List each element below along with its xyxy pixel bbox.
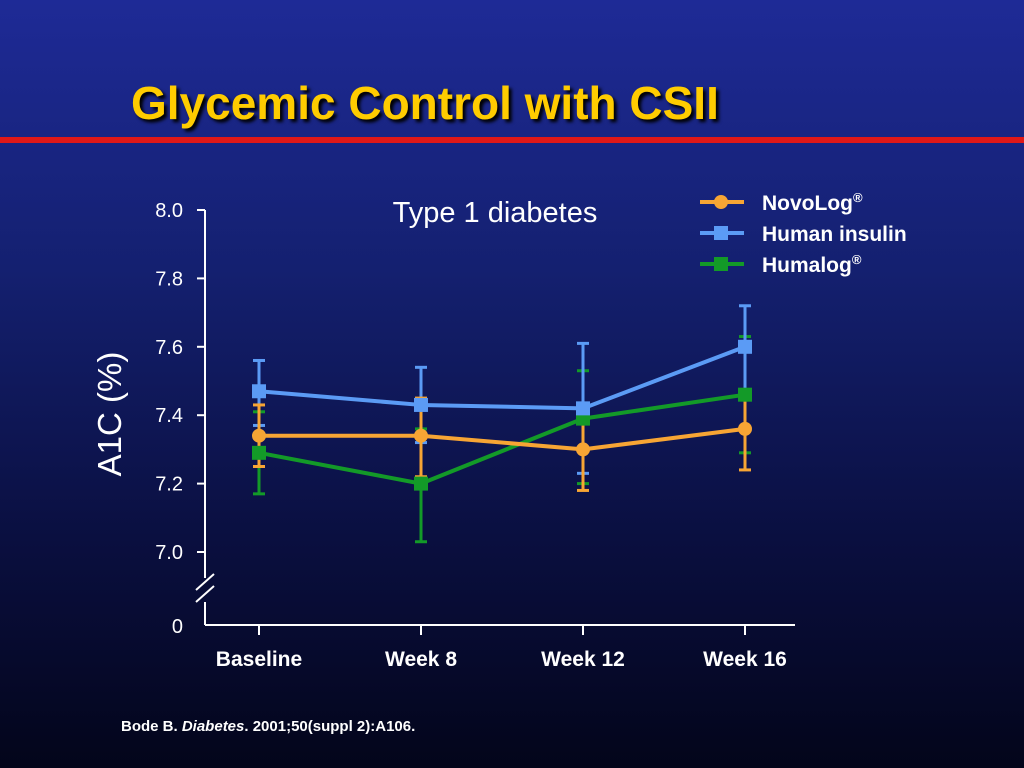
- y-origin-label: 0: [172, 616, 183, 638]
- data-point: [738, 339, 752, 354]
- series-human-insulin: [252, 339, 752, 416]
- data-point: [738, 387, 752, 402]
- y-tick-label: 7.0: [155, 542, 183, 564]
- source-details: . 2001;50(suppl 2):A106.: [244, 718, 416, 735]
- data-point: [414, 428, 428, 443]
- series-line: [259, 426, 746, 452]
- legend-label: Human insulin: [762, 223, 907, 246]
- x-axis: Baseline Week 8 Week 12 Week 16: [205, 624, 795, 671]
- legend-label-text: NovoLog: [762, 192, 853, 215]
- legend-label-mark: ®: [852, 252, 862, 267]
- legend-swatch-marker: [714, 195, 728, 209]
- source-journal: Diabetes: [181, 718, 245, 735]
- series-line: [258, 392, 746, 486]
- axis-break-mark: [195, 573, 215, 591]
- y-tick-label: 7.4: [155, 405, 183, 427]
- x-tick-label: Week 12: [541, 648, 625, 671]
- x-tick-label: Week 16: [703, 648, 787, 671]
- source-author: Bode B.: [121, 718, 178, 735]
- data-point: [414, 397, 428, 412]
- data-point: [576, 401, 590, 416]
- title-divider: [0, 137, 1024, 143]
- legend-label-text: Human insulin: [762, 223, 907, 246]
- series-novolog: [252, 421, 752, 457]
- y-tick-label: 7.2: [155, 474, 183, 496]
- legend-label: Humalog®: [762, 252, 862, 277]
- data-point: [414, 476, 428, 491]
- axis-break-mark: [195, 585, 215, 603]
- legend-item: Human insulin: [700, 223, 907, 246]
- series-errorbars-human-insulin: [253, 304, 751, 475]
- slide-title: Glycemic Control with CSII: [131, 77, 719, 129]
- x-tick-label: Baseline: [216, 648, 302, 671]
- legend-label-text: Humalog: [762, 254, 852, 277]
- data-point: [252, 384, 266, 399]
- legend-swatch-marker: [714, 226, 728, 240]
- data-point: [738, 421, 752, 436]
- legend-item: NovoLog®: [700, 190, 863, 215]
- data-point: [252, 445, 266, 460]
- series-line: [258, 344, 746, 411]
- y-tick-label: 7.6: [155, 337, 183, 359]
- legend-label-mark: ®: [853, 190, 863, 205]
- data-point: [252, 428, 266, 443]
- data-point: [576, 442, 590, 457]
- y-axis-label: A1C (%): [91, 352, 128, 477]
- source-citation: Bode B. Diabetes. 2001;50(suppl 2):A106.: [121, 718, 415, 735]
- x-tick-label: Week 8: [385, 648, 457, 671]
- legend-label: NovoLog®: [762, 190, 863, 215]
- legend-swatch-marker: [714, 257, 728, 271]
- y-tick-label: 7.8: [155, 268, 183, 290]
- chart-title: Type 1 diabetes: [393, 197, 598, 229]
- y-axis: 8.0 7.8 7.6 7.4 7.2 7.0 0: [155, 200, 215, 638]
- legend-item: Humalog®: [700, 252, 862, 277]
- y-tick-label: 8.0: [155, 200, 183, 222]
